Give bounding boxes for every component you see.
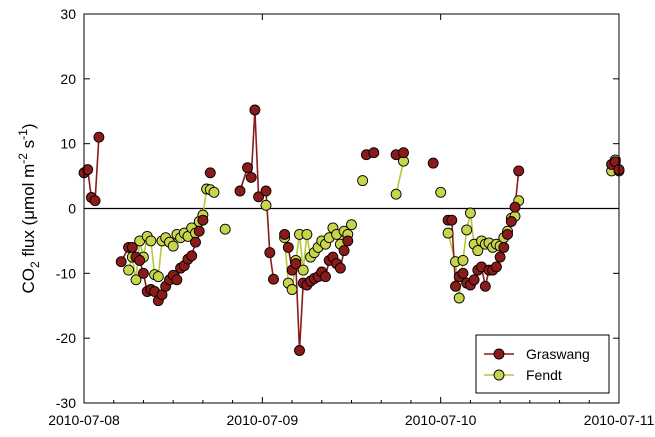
graswang-data-point [126, 241, 138, 253]
graswang-data-point [115, 256, 127, 268]
graswang-data-point [171, 274, 183, 286]
graswang-data-point [498, 241, 510, 253]
graswang-data-point [320, 271, 331, 283]
graswang-data-point [89, 195, 101, 207]
graswang-data-point [197, 214, 209, 226]
fendt-data-point [390, 188, 402, 200]
graswang-data-point [427, 157, 439, 169]
y-axis-title-part: ) [19, 123, 38, 129]
fendt-data-point [297, 264, 309, 276]
graswang-data-point [446, 214, 458, 226]
fendt-data-point [208, 186, 220, 198]
graswang-data-point [193, 225, 205, 237]
graswang-data-point [398, 147, 409, 159]
y-axis-title-part: 2 [28, 261, 42, 268]
fendt-data-point [453, 292, 465, 304]
graswang-legend-marker [493, 348, 505, 360]
graswang-data-point [509, 201, 521, 213]
graswang-data-point [186, 250, 198, 262]
y-tick-label: 20 [60, 71, 76, 87]
graswang-data-point [242, 162, 253, 174]
series-points-layer [78, 104, 625, 356]
graswang-data-point [457, 267, 469, 279]
graswang-data-point [290, 258, 302, 270]
fendt-data-point [130, 274, 142, 286]
graswang-data-point [249, 104, 261, 116]
graswang-data-point [134, 254, 146, 266]
graswang-data-point [93, 131, 105, 143]
fendt-data-point [152, 271, 164, 283]
graswang-data-point [264, 247, 276, 259]
x-tick-label: 2010-07-08 [48, 412, 120, 428]
graswang-data-point [502, 228, 513, 240]
y-axis-title-part: CO [19, 268, 38, 294]
y-tick-label: -30 [56, 395, 76, 411]
graswang-data-point [479, 280, 491, 292]
graswang-data-point [204, 167, 216, 179]
fendt-data-point [260, 199, 272, 211]
graswang-data-point [282, 241, 294, 253]
graswang-data-point [137, 267, 149, 279]
y-axis-title-part: flux (μmol m [19, 164, 38, 262]
y-axis-ticks: -30 -20 -10 0 10 20 30 [56, 6, 619, 411]
fendt-data-point [167, 240, 179, 252]
graswang-data-point [494, 251, 506, 263]
fendt-data-point [301, 228, 313, 240]
graswang-data-point [190, 236, 201, 248]
y-axis-title-part: s [19, 140, 38, 153]
graswang-data-point [268, 273, 279, 285]
fendt-series-line [395, 161, 405, 195]
fendt-data-point [286, 284, 298, 295]
graswang-data-point [338, 245, 350, 257]
graswang-data-point [450, 280, 461, 292]
graswang-data-point [342, 235, 354, 247]
graswang-data-point [513, 165, 525, 177]
fendt-data-point [346, 219, 357, 231]
graswang-data-point [468, 274, 480, 286]
graswang-data-point [245, 171, 257, 183]
fendt-data-point [357, 175, 369, 187]
graswang-data-point [505, 216, 517, 227]
graswang-data-point [279, 228, 291, 240]
x-tick-label: 2010-07-11 [584, 412, 655, 428]
fendt-data-point [464, 207, 476, 219]
graswang-legend-label: Graswang [526, 346, 590, 362]
fendt-data-point [219, 223, 231, 235]
y-tick-label: 10 [60, 136, 76, 152]
fendt-legend-marker [493, 369, 505, 381]
graswang-data-point [234, 185, 246, 197]
y-axis-title: CO2 flux (μmol m-2 s-1) [16, 123, 42, 293]
legend: Graswang Fendt [475, 334, 610, 394]
graswang-data-point [368, 147, 380, 159]
y-axis-title-part: -2 [16, 153, 30, 164]
fendt-data-point [461, 224, 473, 236]
y-tick-label: 0 [68, 201, 76, 217]
legend-box [475, 334, 610, 394]
y-tick-label: 30 [60, 6, 76, 22]
y-tick-label: -20 [56, 330, 76, 346]
graswang-data-point [294, 345, 305, 356]
fendt-legend-label: Fendt [526, 367, 562, 383]
fendt-data-point [472, 245, 484, 257]
fendt-data-point [145, 235, 157, 247]
fendt-data-point [123, 264, 135, 276]
x-tick-label: 2010-07-10 [405, 412, 477, 428]
graswang-data-point [82, 164, 94, 176]
x-tick-label: 2010-07-09 [227, 412, 299, 428]
y-tick-label: -10 [56, 265, 76, 281]
fendt-data-point [457, 254, 469, 266]
y-axis-title-part: -1 [16, 129, 30, 140]
graswang-data-point [334, 262, 346, 274]
graswang-data-point [253, 191, 265, 203]
graswang-data-point [260, 185, 272, 197]
x-axis-ticks: 2010-07-08 2010-07-09 2010-07-10 2010-07-11 [48, 14, 654, 428]
graswang-data-point [490, 261, 502, 273]
fendt-data-point [442, 227, 454, 239]
fendt-data-point [435, 186, 447, 198]
